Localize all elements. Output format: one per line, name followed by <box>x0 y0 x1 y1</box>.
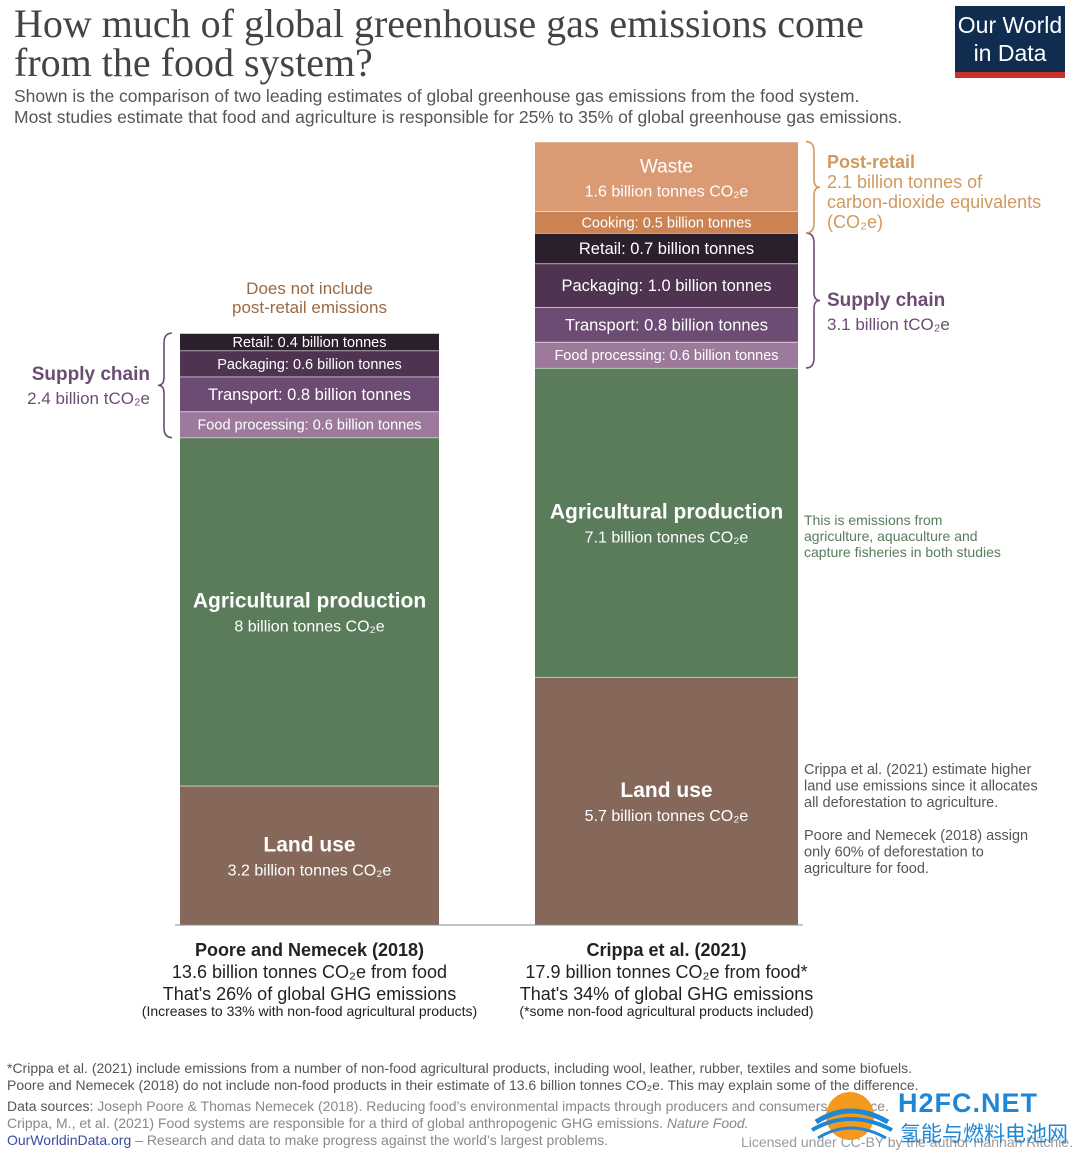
food-processing-bar <box>535 341 798 368</box>
supply-chain-title: Supply chain <box>827 290 945 311</box>
subtitle-line-2: Most studies estimate that food and agri… <box>14 107 903 127</box>
footnote-line-2: Poore and Nemecek (2018) do not include … <box>7 1077 919 1093</box>
owid-link[interactable]: OurWorldinData.org <box>7 1132 132 1148</box>
packaging-label: Packaging: 0.6 billion tonnes <box>217 357 402 373</box>
retail-label: Retail: 0.4 billion tonnes <box>233 335 387 351</box>
post-retail-title: Post-retail <box>827 152 915 172</box>
study-total: 13.6 billion tonnes CO₂e from food <box>172 962 447 982</box>
food-processing-bar <box>180 411 439 438</box>
land-use-title: Land use <box>263 833 355 856</box>
land-use-value-label: 5.7 billion tonnes CO₂e <box>585 808 749 825</box>
supply-chain-title: Supply chain <box>32 364 150 385</box>
agricultural-production-bar <box>180 437 439 786</box>
supply-chain-brace <box>805 232 821 369</box>
stacked-bar-chart: Land use 3.2 billion tonnes CO₂e Agricultu… <box>27 140 1041 1019</box>
land-note-1-line: Crippa et al. (2021) estimate higher <box>804 762 1031 778</box>
agricultural-production-title: Agricultural production <box>550 500 783 523</box>
land-note-1-line: all deforestation to agriculture. <box>804 795 998 811</box>
supply-chain-brace <box>157 332 173 439</box>
agricultural-production-value-label: 8 billion tonnes CO₂e <box>234 619 384 636</box>
ag-note-line: agriculture, aquaculture and <box>804 528 978 544</box>
logo-line-1: Our World <box>957 12 1063 38</box>
chart-subtitle: Shown is the comparison of two leading e… <box>14 86 1064 128</box>
post-retail-line: carbon-dioxide equivalents <box>827 192 1041 212</box>
ag-note-line: This is emissions from <box>804 512 942 528</box>
land-use-bar <box>180 785 439 925</box>
post-retail-note-line-1: Does not include <box>246 279 373 298</box>
agricultural-production-value-label: 7.1 billion tonnes CO₂e <box>585 529 749 546</box>
study-name: Crippa et al. (2021) <box>586 940 746 960</box>
post-retail-line: (CO₂e) <box>827 212 883 232</box>
agricultural-production-title: Agricultural production <box>193 590 426 613</box>
watermark-en: H2FC.NET <box>898 1088 1039 1118</box>
land-use-title: Land use <box>620 779 712 802</box>
footnote: *Crippa et al. (2021) include emissions … <box>7 1060 1073 1094</box>
watermark-cn: 氢能与燃料电池网 <box>900 1123 1068 1146</box>
agricultural-production-bar <box>535 367 798 677</box>
retail-bar <box>535 233 798 264</box>
retail-bar <box>180 333 439 351</box>
subtitle-line-1: Shown is the comparison of two leading e… <box>14 86 860 106</box>
ag-note-line: capture fisheries in both studies <box>804 544 1001 560</box>
supply-chain-value: 2.4 billion tCO₂e <box>27 389 150 408</box>
land-note-2-line: only 60% of deforestation to <box>804 845 984 861</box>
transport-label: Transport: 0.8 billion tonnes <box>208 386 411 404</box>
footnote-line-1: *Crippa et al. (2021) include emissions … <box>7 1060 913 1076</box>
post-retail-line: 2.1 billion tonnes of <box>827 172 983 192</box>
waste-title: Waste <box>640 156 693 177</box>
supply-chain-value: 3.1 billion tCO₂e <box>827 315 950 334</box>
land-note-1-line: land use emissions since it allocates <box>804 779 1038 795</box>
study-note: (Increases to 33% with non-food agricult… <box>142 1003 477 1019</box>
license-text: Licensed under CC-BY by the author Hanna… <box>740 1134 1073 1150</box>
land-note-2-line: agriculture for food. <box>804 861 929 877</box>
packaging-label: Packaging: 1.0 billion tonnes <box>561 277 771 295</box>
transport-bar <box>535 307 798 342</box>
study-total: 17.9 billion tonnes CO₂e from food* <box>525 962 807 982</box>
source-1: Joseph Poore & Thomas Nemecek (2018). Re… <box>97 1098 889 1114</box>
source-2-journal: Nature Food. <box>666 1115 749 1131</box>
study-share: That's 26% of global GHG emissions <box>163 984 457 1004</box>
transport-label: Transport: 0.8 billion tonnes <box>565 316 768 334</box>
land-use-bar <box>535 676 798 925</box>
logo-line-2: in Data <box>973 40 1047 66</box>
post-retail-brace <box>805 140 821 234</box>
post-retail-note-line-2: post-retail emissions <box>232 298 387 317</box>
packaging-bar <box>535 263 798 308</box>
study-name: Poore and Nemecek (2018) <box>195 940 424 960</box>
food-processing-label: Food processing: 0.6 billion tonnes <box>197 418 421 434</box>
packaging-bar <box>180 350 439 377</box>
cooking-bar <box>535 211 798 234</box>
land-note-2-line: Poore and Nemecek (2018) assign <box>804 828 1028 844</box>
waste-value-label: 1.6 billion tonnes CO₂e <box>585 183 749 200</box>
waste-bar <box>535 141 798 212</box>
land-use-value-label: 3.2 billion tonnes CO₂e <box>228 862 392 879</box>
retail-label: Retail: 0.7 billion tonnes <box>579 240 754 258</box>
transport-bar <box>180 376 439 412</box>
watermark-logo-icon <box>810 1092 893 1140</box>
study-share: That's 34% of global GHG emissions <box>520 984 814 1004</box>
chart-title: How much of global greenhouse gas emissi… <box>14 1 864 85</box>
cooking-label: Cooking: 0.5 billion tonnes <box>581 215 751 231</box>
study-note: (*some non-food agricultural products in… <box>519 1003 813 1019</box>
owid-logo[interactable]: Our World in Data <box>955 6 1065 78</box>
data-sources: Data sources: Joseph Poore & Thomas Neme… <box>7 1098 1073 1149</box>
owid-tagline: – Research and data to make progress aga… <box>131 1132 609 1148</box>
sources-label: Data sources: <box>7 1098 94 1114</box>
watermark: H2FC.NET 氢能与燃料电池网 <box>808 1086 1076 1146</box>
source-2: Crippa, M., et al. (2021) Food systems a… <box>7 1115 663 1131</box>
food-processing-label: Food processing: 0.6 billion tonnes <box>554 348 778 364</box>
